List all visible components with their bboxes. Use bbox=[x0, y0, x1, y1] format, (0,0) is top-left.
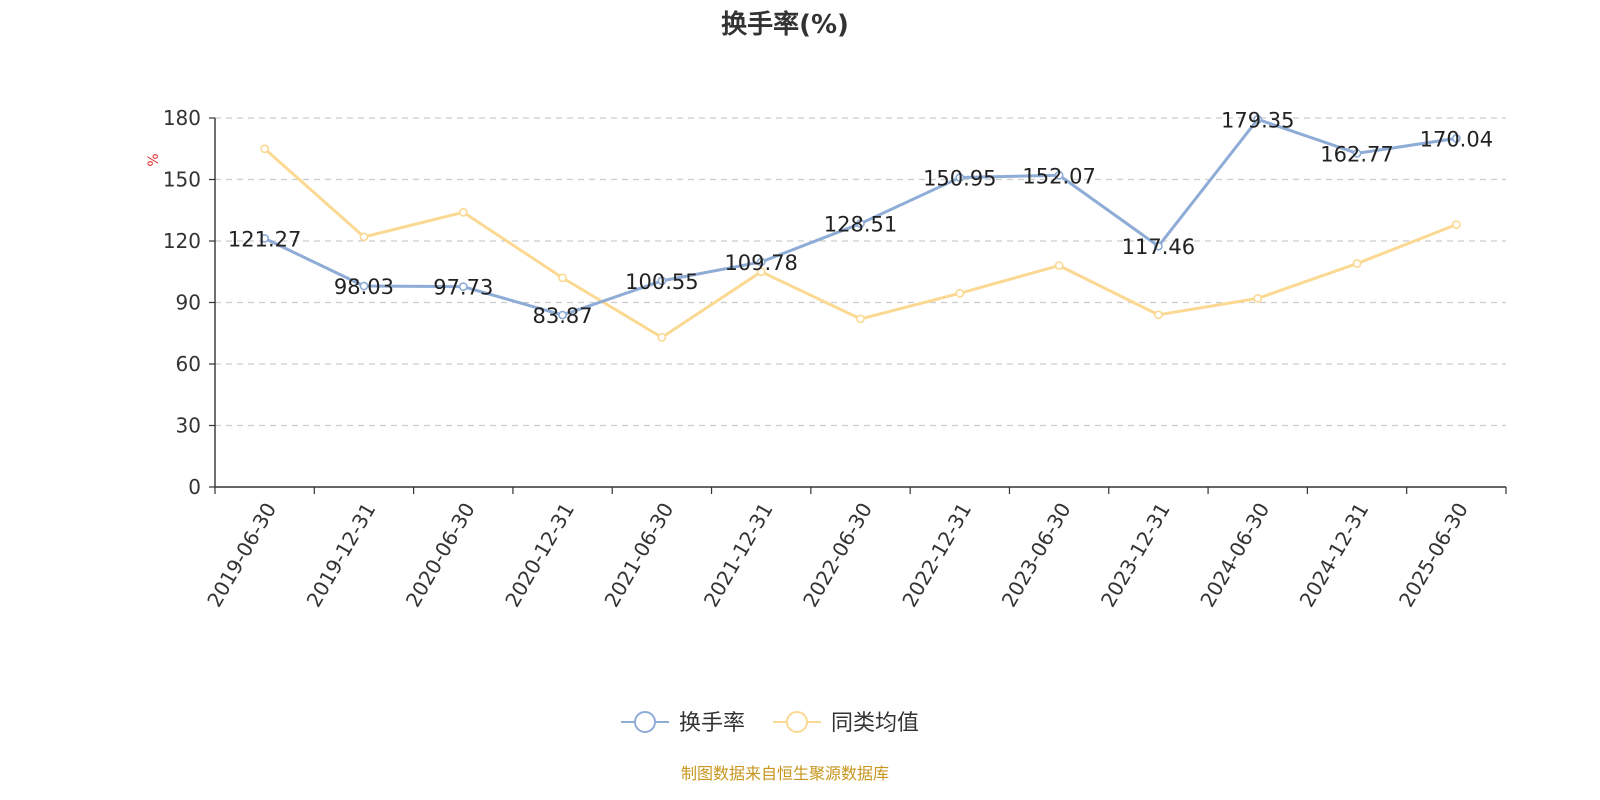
data-label: 109.78 bbox=[724, 251, 797, 275]
legend-label: 同类均值 bbox=[831, 711, 919, 736]
data-point[interactable] bbox=[359, 281, 369, 291]
data-point[interactable] bbox=[856, 219, 865, 228]
x-tick-label: 2022-06-30 bbox=[798, 499, 877, 612]
data-label: 98.03 bbox=[334, 275, 394, 299]
legend-marker bbox=[634, 711, 656, 733]
data-label: 152.07 bbox=[1022, 164, 1095, 188]
x-tick-label: 2020-06-30 bbox=[401, 499, 480, 612]
x-tick-label: 2020-12-31 bbox=[500, 499, 579, 612]
legend[interactable]: 换手率 同类均值 bbox=[621, 711, 919, 736]
y-tick-label: 90 bbox=[176, 291, 201, 315]
y-tick-label: 120 bbox=[163, 229, 201, 253]
y-tick-label: 150 bbox=[163, 168, 201, 192]
gridlines bbox=[215, 117, 1506, 427]
y-tick-label: 180 bbox=[163, 106, 201, 130]
x-tick-label: 2024-12-31 bbox=[1295, 499, 1374, 612]
data-point[interactable] bbox=[856, 314, 865, 324]
chart-title: 换手率(%) bbox=[721, 9, 849, 40]
data-point[interactable] bbox=[756, 257, 766, 267]
x-tick-label: 2022-12-31 bbox=[897, 498, 976, 611]
x-tick-label: 2023-06-30 bbox=[997, 499, 1076, 612]
data-label: 170.04 bbox=[1420, 127, 1493, 151]
data-point[interactable] bbox=[558, 273, 567, 283]
plot-area bbox=[260, 114, 1461, 342]
y-tick-label: 60 bbox=[176, 352, 201, 376]
data-point[interactable] bbox=[558, 310, 567, 320]
data-point[interactable] bbox=[458, 207, 468, 217]
x-tick-label: 2021-12-31 bbox=[699, 499, 778, 612]
data-label: 128.51 bbox=[824, 213, 897, 237]
legend-marker bbox=[786, 711, 808, 733]
data-point[interactable] bbox=[657, 276, 667, 286]
legend-item-0[interactable]: 换手率 bbox=[621, 711, 745, 736]
data-point[interactable] bbox=[1054, 170, 1064, 180]
source-note: 制图数据来自恒生聚源数据库 bbox=[681, 764, 889, 783]
data-point[interactable] bbox=[1352, 259, 1362, 268]
data-point[interactable] bbox=[1253, 293, 1263, 303]
legend-label: 换手率 bbox=[679, 711, 745, 736]
data-point[interactable] bbox=[1451, 220, 1461, 229]
data-point[interactable] bbox=[1154, 241, 1163, 251]
data-point[interactable] bbox=[955, 173, 965, 182]
data-label: 150.95 bbox=[923, 167, 996, 191]
data-label: 100.55 bbox=[625, 270, 698, 294]
data-point[interactable] bbox=[1054, 261, 1064, 270]
data-point[interactable] bbox=[1253, 114, 1263, 124]
y-tick-label: 0 bbox=[188, 475, 201, 499]
x-tick-label: 2021-06-30 bbox=[599, 499, 678, 612]
data-point[interactable] bbox=[260, 144, 270, 154]
data-point[interactable] bbox=[1451, 134, 1461, 143]
x-tick-label: 2019-06-30 bbox=[202, 499, 281, 612]
y-axis-unit-label: % bbox=[146, 153, 162, 166]
data-labels: 121.27 98.03 97.73 83.87 100.55 109.78 128.51 1… bbox=[228, 108, 1493, 328]
data-label: 117.46 bbox=[1122, 235, 1195, 259]
data-point[interactable] bbox=[458, 282, 468, 292]
data-point[interactable] bbox=[955, 288, 965, 298]
legend-item-1[interactable]: 同类均值 bbox=[773, 711, 919, 736]
data-label: 179.35 bbox=[1221, 108, 1294, 132]
series-line-1 bbox=[263, 147, 1458, 339]
x-tick-label: 2025-06-30 bbox=[1394, 499, 1473, 612]
data-point[interactable] bbox=[260, 233, 270, 243]
data-label: 162.77 bbox=[1320, 142, 1393, 166]
data-point[interactable] bbox=[1154, 310, 1163, 320]
data-point[interactable] bbox=[756, 267, 766, 277]
y-tick-label: 30 bbox=[176, 414, 201, 438]
x-tick-label: 2019-12-31 bbox=[302, 499, 381, 612]
x-tick-label: 2024-06-30 bbox=[1195, 499, 1274, 612]
axes: 0 30 60 90 120 150 180 2019-06-30 2019-12-31 2020… bbox=[163, 106, 1507, 612]
data-point[interactable] bbox=[657, 332, 667, 342]
data-point[interactable] bbox=[1352, 148, 1362, 158]
data-label: 121.27 bbox=[228, 227, 301, 251]
data-label: 83.87 bbox=[533, 304, 593, 328]
data-label: 97.73 bbox=[433, 276, 493, 300]
x-tick-label: 2023-12-31 bbox=[1096, 499, 1175, 612]
data-point[interactable] bbox=[359, 232, 369, 242]
